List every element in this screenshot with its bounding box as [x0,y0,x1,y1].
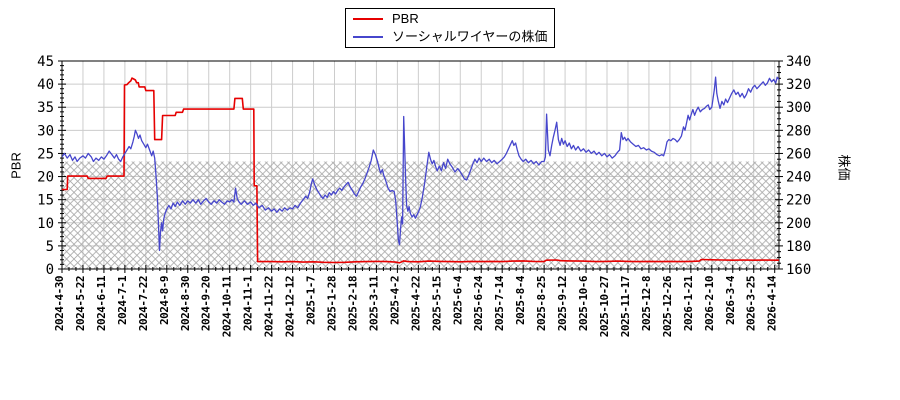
y-left-tick-label: 5 [46,239,54,255]
y-right-tick-label: 160 [786,262,811,278]
legend-item-price: ソーシャルワイヤーの株価 [346,30,554,46]
x-tick-label: 2026-1-21 [682,275,695,331]
x-tick-label: 2024-5-22 [74,276,87,331]
axis-ticks [58,60,783,273]
x-tick-label: 2024-8-9 [158,276,171,325]
x-tick-label: 2025-8-25 [535,276,548,331]
y-right-tick-label: 320 [786,77,811,93]
x-tick-label: 2025-12-8 [640,276,653,331]
legend-label-price: ソーシャルワイヤーの株価 [392,29,548,45]
y-axis-left-title: PBR [8,152,24,179]
x-tick-label: 2025-10-6 [577,275,590,331]
x-tick-label: 2024-12-12 [284,276,297,337]
y-right-tick-label: 280 [786,123,811,139]
y-left-tick-label: 10 [37,216,54,232]
x-tick-label: 2024-6-11 [95,275,108,331]
pbr-line-swatch [353,17,383,20]
x-tick-label: 2025-11-17 [619,276,632,337]
x-tick-label: 2025-5-15 [430,276,443,331]
y-left-tick-label: 30 [37,123,54,139]
x-tick-label: 2024-7-1 [116,275,129,325]
legend: PBR ソーシャルワイヤーの株価 [345,8,555,48]
pbr-line [62,77,779,264]
x-tick-label: 2025-12-26 [661,275,674,337]
x-tick-label: 2026-3-25 [745,276,758,331]
x-tick-label: 2025-8-4 [514,275,527,325]
y-left-tick-label: 25 [37,146,54,162]
y-left-tick-label: 45 [37,54,54,70]
y-right-tick-label: 260 [786,146,811,162]
x-tick-label: 2026-3-4 [724,275,737,325]
y-left-tick-label: 20 [37,170,54,186]
legend-label-pbr: PBR [392,10,419,26]
legend-item-pbr: PBR [346,11,554,27]
x-tick-label: 2025-1-28 [326,276,339,331]
x-tick-label: 2025-4-2 [388,276,401,325]
x-tick-label: 2025-9-12 [556,276,569,331]
x-tick-label: 2024-11-1 [242,275,255,331]
hatch-band [62,161,779,269]
x-tick-label: 2024-10-11 [221,275,234,337]
x-tick-label: 2024-7-22 [137,276,150,331]
y-axis-right-title: 株価 [836,154,852,181]
y-left-tick-label: 35 [37,100,54,116]
y-right-tick-label: 220 [786,193,811,209]
x-tick-label: 2025-4-22 [409,276,422,331]
price-line [62,76,779,252]
x-tick-label: 2025-2-18 [346,276,359,331]
x-tick-label: 2024-4-30 [53,276,66,331]
x-tick-label: 2025-3-11 [367,275,380,331]
y-right-tick-label: 340 [786,54,811,70]
x-tick-label: 2026-4-14 [766,275,779,331]
axis-tick-labels: 0 5 10 15 20 25 30 35 40 45 160 180 200 220 240 260 280 3… [37,54,811,337]
x-tick-label: 2024-8-30 [179,276,192,331]
y-right-tick-label: 240 [786,170,811,186]
y-right-tick-label: 180 [786,239,811,255]
price-line-swatch [353,36,383,39]
x-tick-label: 2024-11-22 [263,276,276,337]
y-left-tick-label: 15 [37,193,54,209]
y-right-tick-label: 300 [786,100,811,116]
x-tick-label: 2025-7-14 [493,275,506,331]
y-left-tick-label: 0 [46,262,54,278]
x-tick-label: 2025-10-27 [598,276,611,337]
x-tick-label: 2025-1-7 [305,276,318,325]
x-tick-label: 2026-2-10 [703,276,716,331]
x-tick-label: 2024-9-20 [200,276,213,331]
x-tick-label: 2025-6-24 [472,275,485,331]
y-left-tick-label: 40 [37,77,54,93]
x-tick-label: 2025-6-4 [451,275,464,325]
y-right-tick-label: 200 [786,216,811,232]
